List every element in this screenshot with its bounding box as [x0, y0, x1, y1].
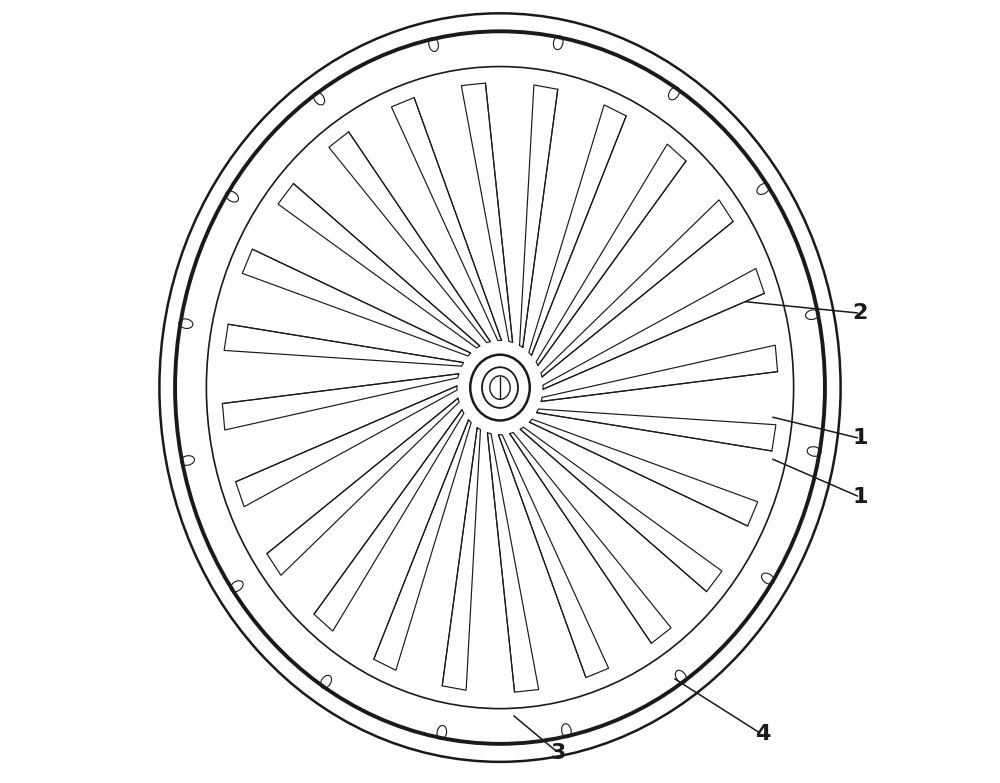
Polygon shape — [391, 98, 502, 341]
Text: 1: 1 — [852, 428, 868, 449]
Polygon shape — [520, 85, 558, 348]
Polygon shape — [314, 410, 464, 631]
Text: 4: 4 — [755, 724, 770, 745]
Polygon shape — [267, 399, 459, 576]
Text: 1: 1 — [852, 487, 868, 507]
Polygon shape — [442, 428, 480, 691]
Polygon shape — [510, 432, 671, 644]
Polygon shape — [242, 249, 471, 356]
Text: 3: 3 — [551, 743, 566, 763]
Ellipse shape — [470, 355, 530, 420]
Polygon shape — [224, 324, 463, 366]
Polygon shape — [487, 433, 539, 692]
Polygon shape — [520, 428, 722, 592]
Polygon shape — [498, 435, 609, 677]
Polygon shape — [329, 132, 490, 343]
Polygon shape — [529, 419, 758, 526]
Polygon shape — [529, 105, 626, 355]
Polygon shape — [278, 183, 480, 348]
Polygon shape — [541, 345, 778, 402]
Polygon shape — [536, 144, 686, 366]
Ellipse shape — [482, 367, 518, 408]
Polygon shape — [541, 200, 733, 377]
Polygon shape — [543, 269, 764, 389]
Polygon shape — [374, 420, 471, 670]
Polygon shape — [537, 409, 776, 451]
Polygon shape — [461, 83, 513, 342]
Ellipse shape — [490, 376, 510, 399]
Polygon shape — [236, 386, 457, 507]
Text: 2: 2 — [852, 303, 868, 323]
Polygon shape — [222, 373, 459, 430]
